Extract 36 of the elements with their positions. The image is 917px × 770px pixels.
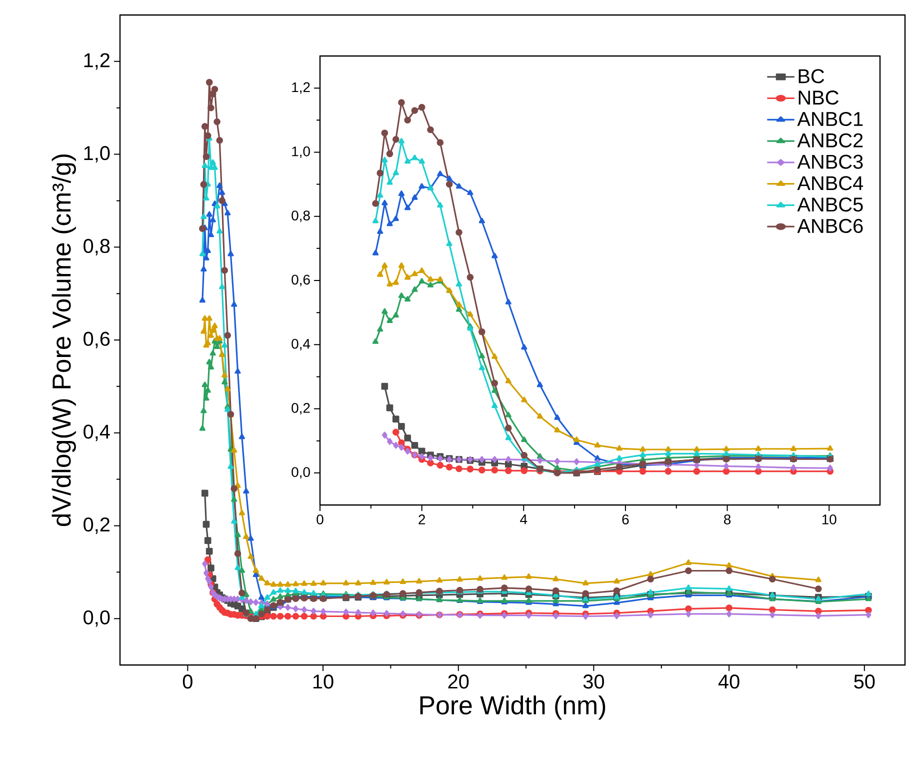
x-tick-label: 0 (316, 514, 324, 524)
y-tick-label: 1,2 (292, 82, 310, 94)
x-tick-label: 4 (520, 514, 528, 524)
y-axis-title: dV/dlog(W) Pore Volume (cm³/g) (52, 154, 76, 526)
y-tick-label: 0,4 (84, 424, 110, 442)
legend-label: ANBC5 (797, 198, 863, 212)
legend-label: ANBC6 (797, 218, 863, 234)
x-tick-label: 30 (583, 674, 604, 689)
y-tick-label: 0,0 (292, 467, 310, 479)
x-tick-label: 8 (724, 514, 731, 524)
x-tick-label: 6 (622, 514, 629, 524)
legend-label: ANBC4 (797, 176, 864, 190)
y-tick-label: 0,2 (84, 517, 110, 534)
x-tick-label: 0 (182, 674, 192, 689)
y-tick-label: 0,8 (292, 210, 310, 222)
y-tick-label: 1,0 (84, 146, 110, 163)
y-tick-label: 0,8 (84, 238, 110, 256)
y-tick-label: 1,0 (292, 146, 310, 158)
x-tick-label: 10 (822, 514, 836, 524)
legend-label: ANBC3 (797, 154, 863, 169)
y-tick-label: 0,4 (292, 338, 310, 350)
legend-label: BC (798, 69, 824, 84)
y-tick-label: 0,2 (292, 403, 310, 415)
y-tick-label: 1,2 (84, 53, 110, 70)
legend-label: ANBC1 (797, 112, 863, 126)
legend-label: ANBC2 (797, 133, 863, 148)
x-tick-label: 50 (854, 674, 875, 689)
x-tick-label: 40 (718, 674, 740, 689)
x-tick-label: 2 (418, 514, 426, 524)
legend-label: NBC (798, 90, 838, 105)
y-tick-label: 0,6 (292, 274, 310, 286)
x-tick-label: 20 (448, 674, 469, 689)
x-axis-title: Pore Width (nm) (420, 695, 606, 720)
y-tick-label: 0,0 (84, 610, 110, 627)
x-tick-label: 10 (313, 674, 334, 689)
y-tick-label: 0,6 (84, 332, 110, 348)
